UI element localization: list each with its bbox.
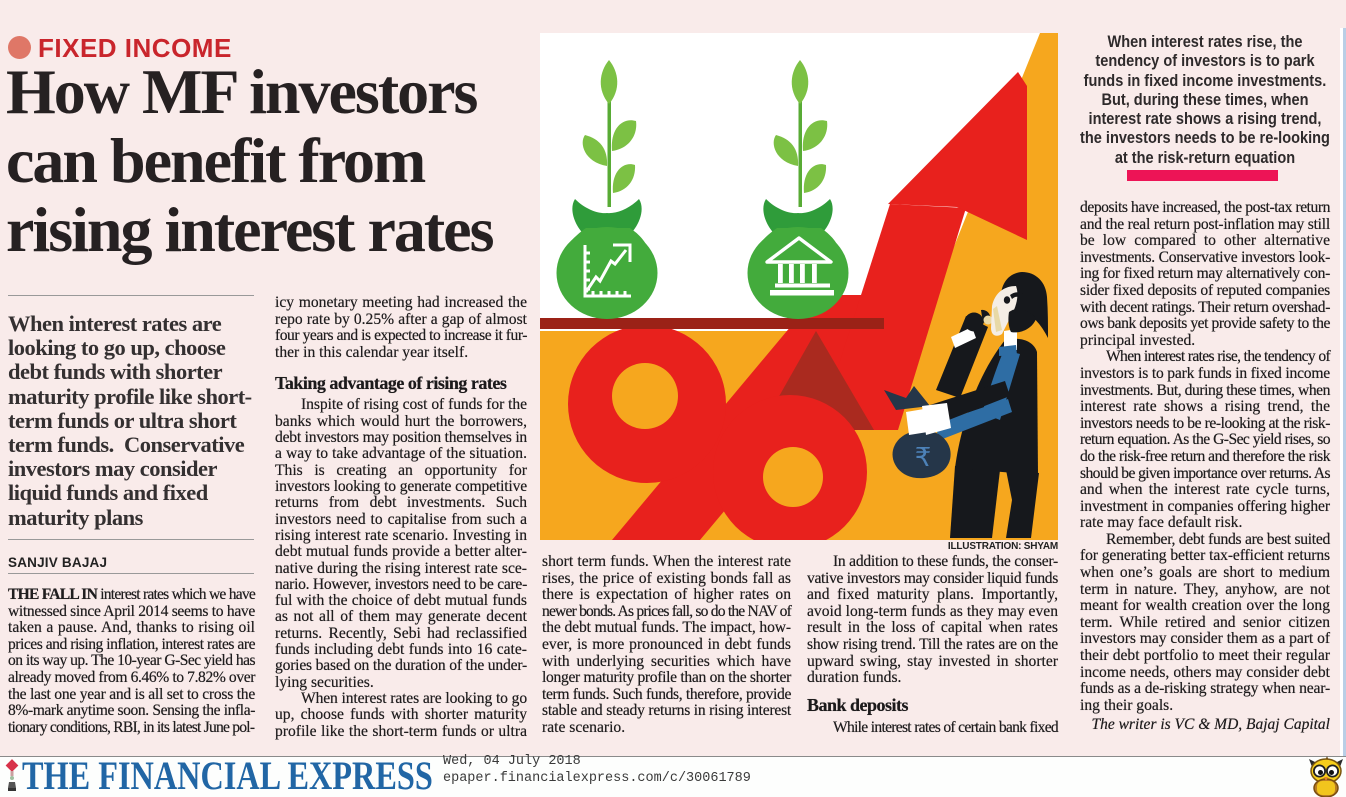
svg-text:₹: ₹: [915, 442, 932, 472]
